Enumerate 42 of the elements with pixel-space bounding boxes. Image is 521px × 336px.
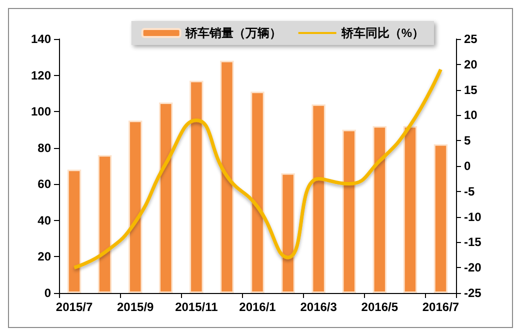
y2-tick-label: 15	[464, 82, 478, 97]
y2-tick-label: -15	[464, 235, 482, 250]
bar	[281, 173, 295, 293]
legend-label: 轿车销量（万辆）	[184, 26, 282, 40]
bar	[67, 170, 82, 293]
bar	[159, 102, 173, 293]
y2-tick-label: -10	[464, 210, 482, 224]
y-tick-label: 100	[30, 104, 52, 119]
y-tick-label: 80	[38, 140, 52, 155]
x-tick-label: 2015/11	[175, 300, 218, 314]
x-tick-label: 2015/9	[116, 300, 154, 314]
bar	[250, 92, 264, 293]
y-tick-label: 0	[44, 286, 52, 300]
y2-tick-label: 10	[464, 108, 478, 122]
y2-tick-label: 25	[464, 32, 478, 46]
y2-tick-label: -20	[464, 260, 482, 275]
legend-label: 轿车同比（%）	[340, 26, 424, 40]
y2-tick-label: 0	[464, 159, 471, 173]
bar	[372, 126, 387, 293]
y-tick-label: 120	[30, 68, 52, 82]
bar	[128, 120, 142, 293]
y-tick-label: 60	[38, 177, 52, 192]
x-tick-label: 2016/3	[300, 300, 338, 314]
bar	[190, 80, 204, 293]
x-tick-label: 2016/1	[239, 300, 276, 314]
y2-tick-label: 20	[464, 57, 478, 72]
y2-tick-label: 5	[464, 134, 471, 148]
line-series	[72, 68, 442, 270]
bar	[403, 126, 418, 293]
bar	[220, 60, 234, 293]
y-tick-label: 140	[30, 32, 52, 46]
y2-tick-label: -5	[464, 184, 475, 198]
bar	[434, 144, 448, 293]
bar	[312, 104, 326, 293]
bar	[98, 155, 112, 293]
x-tick-label: 2016/7	[422, 300, 460, 314]
y-tick-label: 20	[38, 250, 52, 264]
x-tick-label: 2015/7	[56, 300, 93, 314]
y-tick-label: 40	[38, 213, 52, 228]
x-tick-label: 2016/5	[361, 300, 398, 314]
y2-tick-label: -25	[464, 286, 482, 300]
bar	[342, 130, 356, 293]
